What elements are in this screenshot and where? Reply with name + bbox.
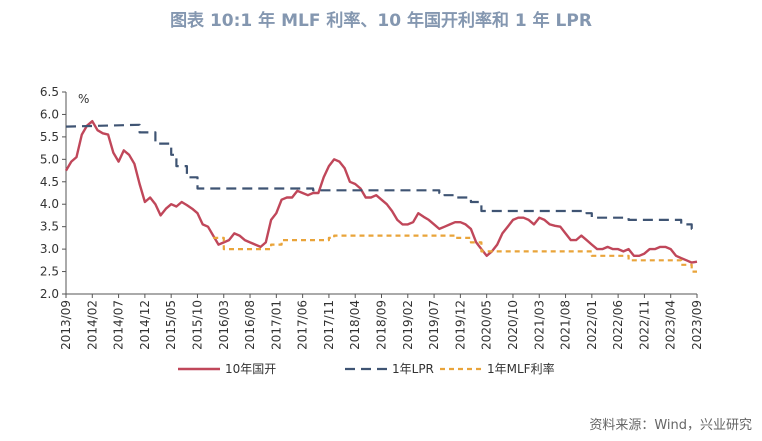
y-tick-label: 2.5 xyxy=(40,265,59,279)
series-line-1 xyxy=(65,123,697,230)
x-tick-label: 2019/12 xyxy=(453,300,467,350)
x-tick-label: 2015/10 xyxy=(190,300,204,350)
y-tick-label: 5.0 xyxy=(40,152,59,166)
x-tick-label: 2014/12 xyxy=(138,300,152,350)
x-tick-label: 2019/07 xyxy=(427,300,441,350)
y-tick-label: 2.0 xyxy=(40,287,59,301)
x-tick-label: 2019/02 xyxy=(401,300,415,350)
chart-title: 图表 10:1 年 MLF 利率、10 年国开利率和 1 年 LPR xyxy=(170,11,592,31)
x-tick-label: 2014/07 xyxy=(112,300,126,350)
x-tick-label: 2018/04 xyxy=(348,300,362,350)
x-tick-label: 2015/05 xyxy=(164,300,178,350)
legend-label-2: 1年MLF利率 xyxy=(487,361,555,376)
x-tick-label: 2018/09 xyxy=(375,300,389,350)
x-tick-label: 2013/09 xyxy=(59,300,73,350)
y-tick-label: 4.5 xyxy=(40,175,59,189)
x-tick-label: 2022/01 xyxy=(585,300,599,350)
x-tick-label: 2021/08 xyxy=(559,300,573,350)
y-tick-label: 3.5 xyxy=(40,220,59,234)
y-unit-label: % xyxy=(78,92,90,106)
x-tick-label: 2022/06 xyxy=(611,300,625,350)
series-line-0 xyxy=(64,119,698,264)
x-tick-label: 2016/08 xyxy=(243,300,257,350)
x-tick-label: 2023/04 xyxy=(664,300,678,350)
x-tick-label: 2022/11 xyxy=(637,300,651,350)
y-tick-label: 3.0 xyxy=(40,242,59,256)
x-tick-label: 2021/03 xyxy=(532,300,546,350)
x-tick-label: 2023/09 xyxy=(690,300,704,350)
legend-label-0: 10年国开 xyxy=(225,362,276,376)
y-tick-label: 5.5 xyxy=(40,130,59,144)
y-tick-label: 4.0 xyxy=(40,197,59,211)
source-note: 资料来源：Wind，兴业研究 xyxy=(589,418,752,433)
x-tick-label: 2020/05 xyxy=(480,300,494,350)
x-tick-label: 2016/03 xyxy=(217,300,231,350)
y-tick-label: 6.5 xyxy=(40,85,59,99)
legend-label-1: 1年LPR xyxy=(392,362,434,376)
x-tick-label: 2014/02 xyxy=(85,300,99,350)
x-tick-label: 2020/10 xyxy=(506,300,520,350)
x-tick-label: 2017/11 xyxy=(322,300,336,350)
x-tick-label: 2017/06 xyxy=(296,300,310,350)
series-line-2 xyxy=(213,234,697,273)
y-tick-label: 6.0 xyxy=(40,107,59,121)
x-tick-label: 2017/01 xyxy=(269,300,283,350)
